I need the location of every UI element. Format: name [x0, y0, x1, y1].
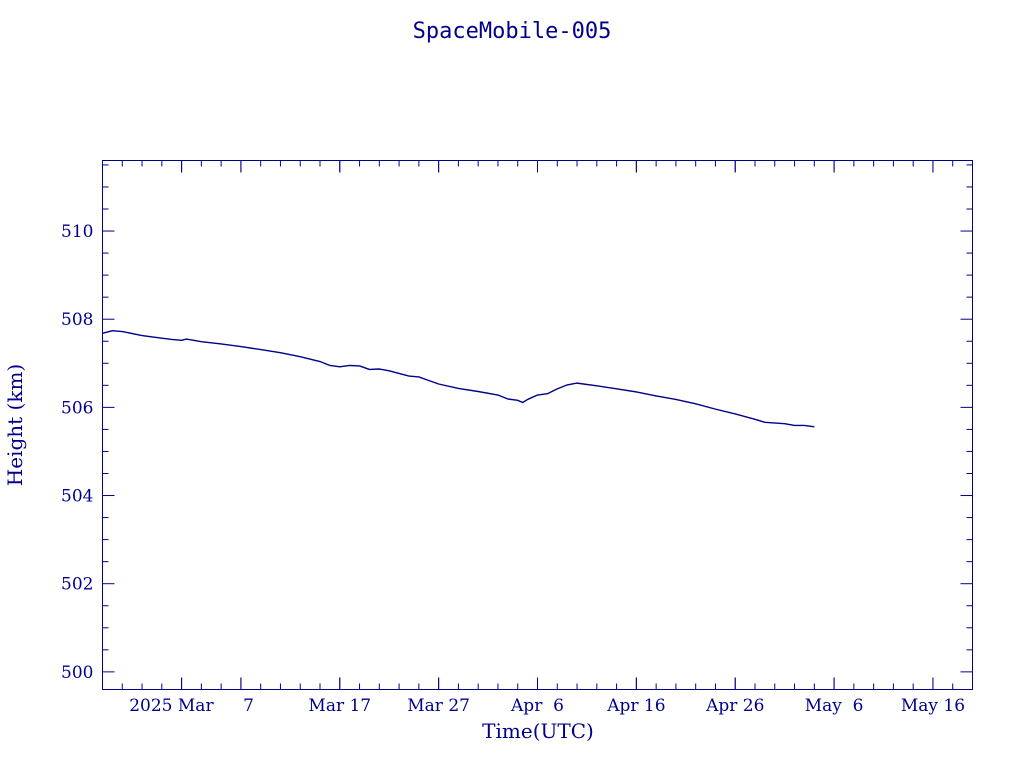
x-axis: 2025 Mar 7 Mar 17 Mar 27 Apr 6 Apr 16 Apr 26 Ma…	[102, 160, 973, 716]
height-series-line	[102, 329, 815, 428]
x-tick-label: Apr 6	[510, 696, 564, 716]
x-axis-title: Time(UTC)	[482, 719, 594, 743]
y-tick-label: 506	[61, 398, 93, 418]
x-tick-label: May 6	[805, 696, 864, 716]
y-axis-title: Height (km)	[3, 364, 27, 486]
x-tick-label: Mar 17	[308, 696, 371, 716]
y-tick-label: 500	[61, 663, 93, 683]
x-tick-label: May 16	[901, 696, 965, 716]
x-tick-label: Apr 26	[705, 696, 764, 716]
x-tick-label: Mar 27	[407, 696, 470, 716]
x-tick-label: 7	[243, 696, 254, 716]
x-tick-label: Apr 16	[606, 696, 665, 716]
y-axis: 500 502 504 506 508 510	[61, 164, 973, 683]
y-tick-label: 502	[61, 575, 93, 595]
y-tick-label: 504	[61, 487, 93, 507]
y-tick-label: 510	[61, 222, 93, 242]
chart-title: SpaceMobile-005	[413, 19, 612, 44]
y-tick-label: 508	[61, 310, 93, 330]
x-tick-label: 2025 Mar	[129, 696, 214, 716]
